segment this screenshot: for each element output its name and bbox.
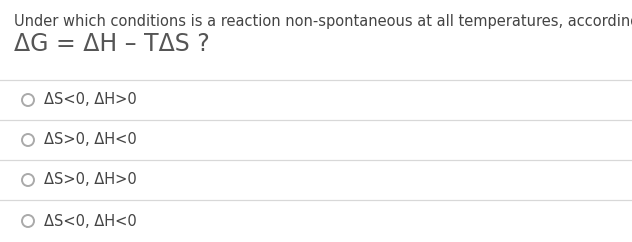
Text: ΔS<0, ΔH<0: ΔS<0, ΔH<0 [44,213,137,228]
Text: ΔS>0, ΔH<0: ΔS>0, ΔH<0 [44,133,137,148]
Text: ΔG = ΔH – TΔS ?: ΔG = ΔH – TΔS ? [14,32,210,56]
Text: Under which conditions is a reaction non-spontaneous at all temperatures, accord: Under which conditions is a reaction non… [14,14,632,29]
Text: ΔS<0, ΔH>0: ΔS<0, ΔH>0 [44,92,137,107]
Text: ΔS>0, ΔH>0: ΔS>0, ΔH>0 [44,173,137,188]
